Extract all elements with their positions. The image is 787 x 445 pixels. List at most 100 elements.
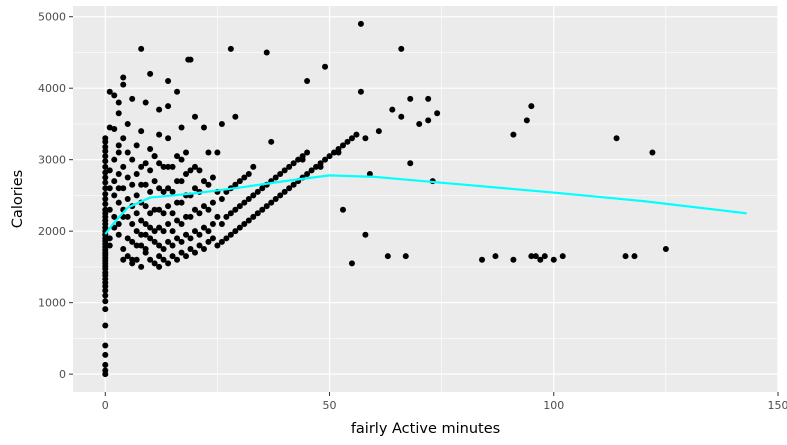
data-point [129,95,136,102]
data-point [165,221,172,228]
data-point [115,170,122,177]
data-point [142,99,149,106]
data-point [129,238,136,245]
data-point [156,160,163,167]
data-point [187,246,194,253]
data-point [402,253,409,260]
data-point [263,49,270,56]
data-point [151,206,158,213]
data-point [124,253,131,260]
data-point [425,117,432,124]
data-point [165,203,172,210]
scatter-points [102,20,669,378]
data-point [147,167,154,174]
data-point [245,217,252,224]
data-point [183,253,190,260]
data-point [160,246,167,253]
data-point [290,160,297,167]
data-point [156,185,163,192]
data-point [232,206,239,213]
data-point [160,228,167,235]
data-point [241,174,248,181]
data-point [348,260,355,267]
data-point [541,253,548,260]
data-point [178,221,185,228]
data-point [138,181,145,188]
data-point [317,163,324,170]
data-point [124,235,131,242]
data-point [115,221,122,228]
data-point [259,185,266,192]
data-point [120,185,127,192]
data-point [147,188,154,195]
smooth-line-group [104,174,747,235]
major-gridlines [73,6,779,392]
data-point [662,246,669,253]
data-point [322,156,329,163]
y-axis-ticks: 0 1000 2000 3000 4000 5000 [38,11,73,381]
data-point [151,238,158,245]
data-point [183,231,190,238]
data-point [277,192,284,199]
data-point [196,210,203,217]
data-point [631,253,638,260]
data-point [142,221,149,228]
data-point [227,231,234,238]
data-point [124,149,131,156]
data-point [398,113,405,120]
data-point [138,217,145,224]
data-point [106,167,113,174]
data-point [268,199,275,206]
x-axis-ticks: 0 50 100 150 [102,392,787,412]
data-point [165,185,172,192]
data-point [124,213,131,220]
data-point [102,190,109,197]
y-axis-title: Calories [10,170,26,228]
data-point [339,206,346,213]
data-point [398,45,405,52]
data-point [102,148,109,155]
data-point [115,142,122,149]
data-point [102,174,109,181]
data-point [147,70,154,77]
data-point [183,170,190,177]
data-point [218,196,225,202]
data-point [115,185,122,192]
data-point [102,158,109,165]
y-tick-label: 1000 [38,297,66,310]
data-point [102,361,109,368]
data-point [102,287,109,294]
data-point [290,181,297,188]
data-point [102,153,109,160]
data-point [165,238,172,245]
data-point [160,256,167,263]
data-point [138,45,145,52]
data-point [165,163,172,170]
data-point [142,160,149,167]
data-point [236,224,243,231]
data-point [147,224,154,231]
data-point [102,185,109,192]
data-point [357,20,364,27]
data-point [214,149,221,156]
data-point [492,253,499,260]
data-point [156,253,163,260]
data-point [191,206,198,213]
data-point [133,228,140,235]
data-point [205,228,212,235]
y-tick-label: 5000 [38,11,66,24]
data-point [254,210,261,217]
data-point [218,238,225,245]
data-point [133,170,140,177]
data-point [111,92,118,99]
y-tick-label: 4000 [38,82,66,95]
data-point [218,120,225,127]
data-point [227,45,234,52]
data-point [115,231,122,238]
data-point [169,228,176,235]
data-point [344,138,351,145]
data-point [308,167,315,174]
data-point [151,153,158,160]
data-point [434,110,441,117]
data-point [160,163,167,170]
